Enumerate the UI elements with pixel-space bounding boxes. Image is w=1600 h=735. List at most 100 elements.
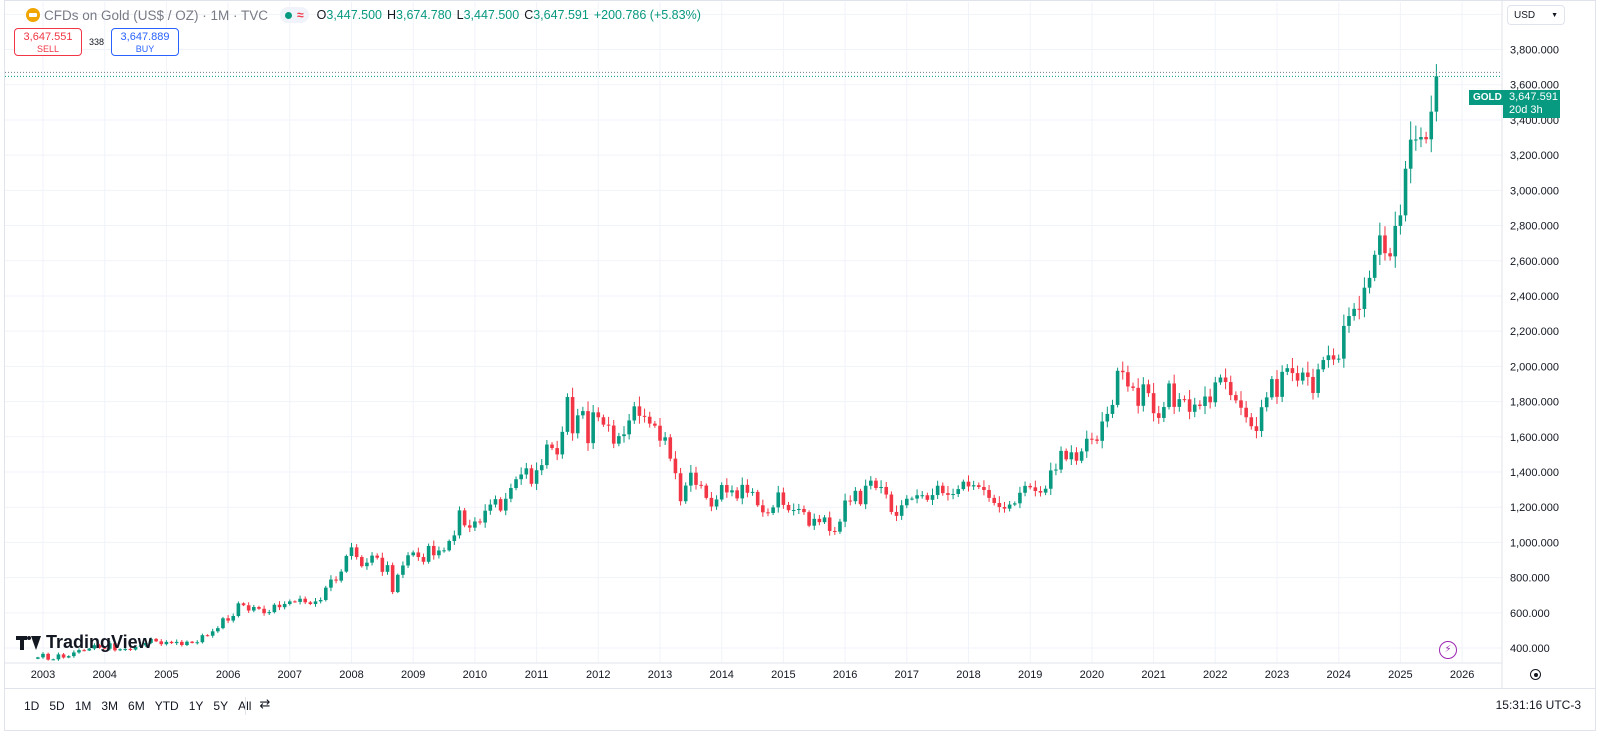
market-status[interactable]: ≈ xyxy=(280,7,309,23)
candle-up xyxy=(632,401,637,424)
range-button-5y[interactable]: 5Y xyxy=(213,699,229,713)
candle-up xyxy=(961,479,966,491)
candle-body xyxy=(704,485,709,498)
candle-body xyxy=(210,631,215,636)
candle-up xyxy=(519,467,523,485)
candle-body xyxy=(437,550,441,556)
candle-down xyxy=(1234,391,1238,404)
range-button-3m[interactable]: 3M xyxy=(101,699,119,713)
candle-down xyxy=(555,440,559,461)
candle-up xyxy=(1141,377,1146,412)
candle-up xyxy=(1378,222,1382,266)
y-tick-label: 2,600.000 xyxy=(1510,256,1559,268)
candle-body xyxy=(473,521,477,528)
candle-body xyxy=(216,628,220,632)
sell-button[interactable]: 3,647.551 SELL xyxy=(14,28,82,56)
date-range-icon[interactable]: ⇄ xyxy=(259,696,271,711)
candle-up xyxy=(879,480,883,494)
candle-up xyxy=(1285,364,1290,376)
candle-up xyxy=(344,554,349,573)
lightning-icon[interactable]: ⚡ xyxy=(1439,641,1457,659)
candle-body xyxy=(668,437,673,459)
candle-down xyxy=(1074,447,1079,465)
clock[interactable]: 15:31:16 UTC-3 xyxy=(1495,698,1581,712)
gear-icon[interactable] xyxy=(1530,669,1541,680)
candle-down xyxy=(1311,368,1315,400)
candle-body xyxy=(1285,368,1290,372)
candle-body xyxy=(431,545,436,556)
range-button-1d[interactable]: 1D xyxy=(24,699,40,713)
candle-down xyxy=(858,488,863,506)
range-button-5d[interactable]: 5D xyxy=(49,699,65,713)
candle-up xyxy=(1054,463,1058,476)
candle-down xyxy=(647,411,652,428)
candle-down xyxy=(966,475,971,492)
candle-body xyxy=(97,645,102,648)
candle-body xyxy=(874,480,878,489)
tradingview-logo[interactable]: TradingView xyxy=(16,632,152,653)
candle-up xyxy=(514,476,518,491)
x-tick-label: 2015 xyxy=(771,669,795,681)
currency-select[interactable]: USD ▼ xyxy=(1507,5,1565,25)
candle-body xyxy=(961,481,966,490)
candle-up xyxy=(791,503,796,516)
buy-price: 3,647.889 xyxy=(120,31,170,43)
candle-up xyxy=(1419,127,1423,148)
candle-body xyxy=(1311,376,1315,393)
candle-down xyxy=(704,483,709,500)
candle-body xyxy=(1280,371,1284,397)
range-button-all[interactable]: All xyxy=(233,697,256,715)
x-tick-label: 2008 xyxy=(339,669,363,681)
symbol-title[interactable]: CFDs on Gold (US$ / OZ) · 1M · TVC xyxy=(44,7,269,23)
candle-body xyxy=(1151,393,1156,414)
candle-down xyxy=(699,481,703,489)
candle-body xyxy=(1064,450,1068,460)
candle-body xyxy=(987,489,991,498)
candle-down xyxy=(709,492,714,512)
range-button-6m[interactable]: 6M xyxy=(128,699,145,713)
buy-button[interactable]: 3,647.889 BUY xyxy=(111,28,179,56)
candle-down xyxy=(1228,375,1233,401)
candle-down xyxy=(781,487,786,509)
range-button-1m[interactable]: 1M xyxy=(74,699,92,713)
candle-body xyxy=(1398,215,1403,226)
candle-up xyxy=(36,656,40,660)
range-button-1y[interactable]: 1Y xyxy=(188,699,204,713)
candle-body xyxy=(1131,386,1135,388)
candle-body xyxy=(1393,225,1398,257)
x-tick-label: 2019 xyxy=(1018,669,1042,681)
candle-up xyxy=(1403,161,1408,222)
candle-up xyxy=(1429,95,1434,153)
candle-up xyxy=(1192,397,1197,418)
candle-body xyxy=(349,547,354,556)
candle-down xyxy=(766,508,770,517)
candle-body xyxy=(1254,426,1259,431)
candle-body xyxy=(1300,372,1305,381)
candle-up xyxy=(1043,485,1048,496)
candle-body xyxy=(1120,370,1125,373)
candle-up xyxy=(118,648,122,652)
candle-body xyxy=(1259,407,1264,431)
candle-body xyxy=(1069,452,1074,460)
candle-body xyxy=(246,605,251,611)
candle-up xyxy=(771,504,775,515)
candle-body xyxy=(1054,469,1058,471)
candle-up xyxy=(144,640,148,647)
candle-body xyxy=(1403,168,1408,216)
candle-body xyxy=(1378,235,1382,255)
candle-body xyxy=(370,555,374,563)
candle-body xyxy=(858,490,863,505)
candle-body xyxy=(833,530,837,532)
candle-body xyxy=(622,434,626,437)
candle-body xyxy=(992,497,997,503)
candle-down xyxy=(293,600,297,603)
buy-label: BUY xyxy=(135,44,155,54)
candle-body xyxy=(730,490,734,493)
candle-body xyxy=(586,411,590,444)
candle-body xyxy=(827,517,832,531)
range-button-ytd[interactable]: YTD xyxy=(154,699,179,713)
candle-up xyxy=(920,491,925,499)
candle-body xyxy=(601,417,606,425)
candle-body xyxy=(1198,404,1202,406)
